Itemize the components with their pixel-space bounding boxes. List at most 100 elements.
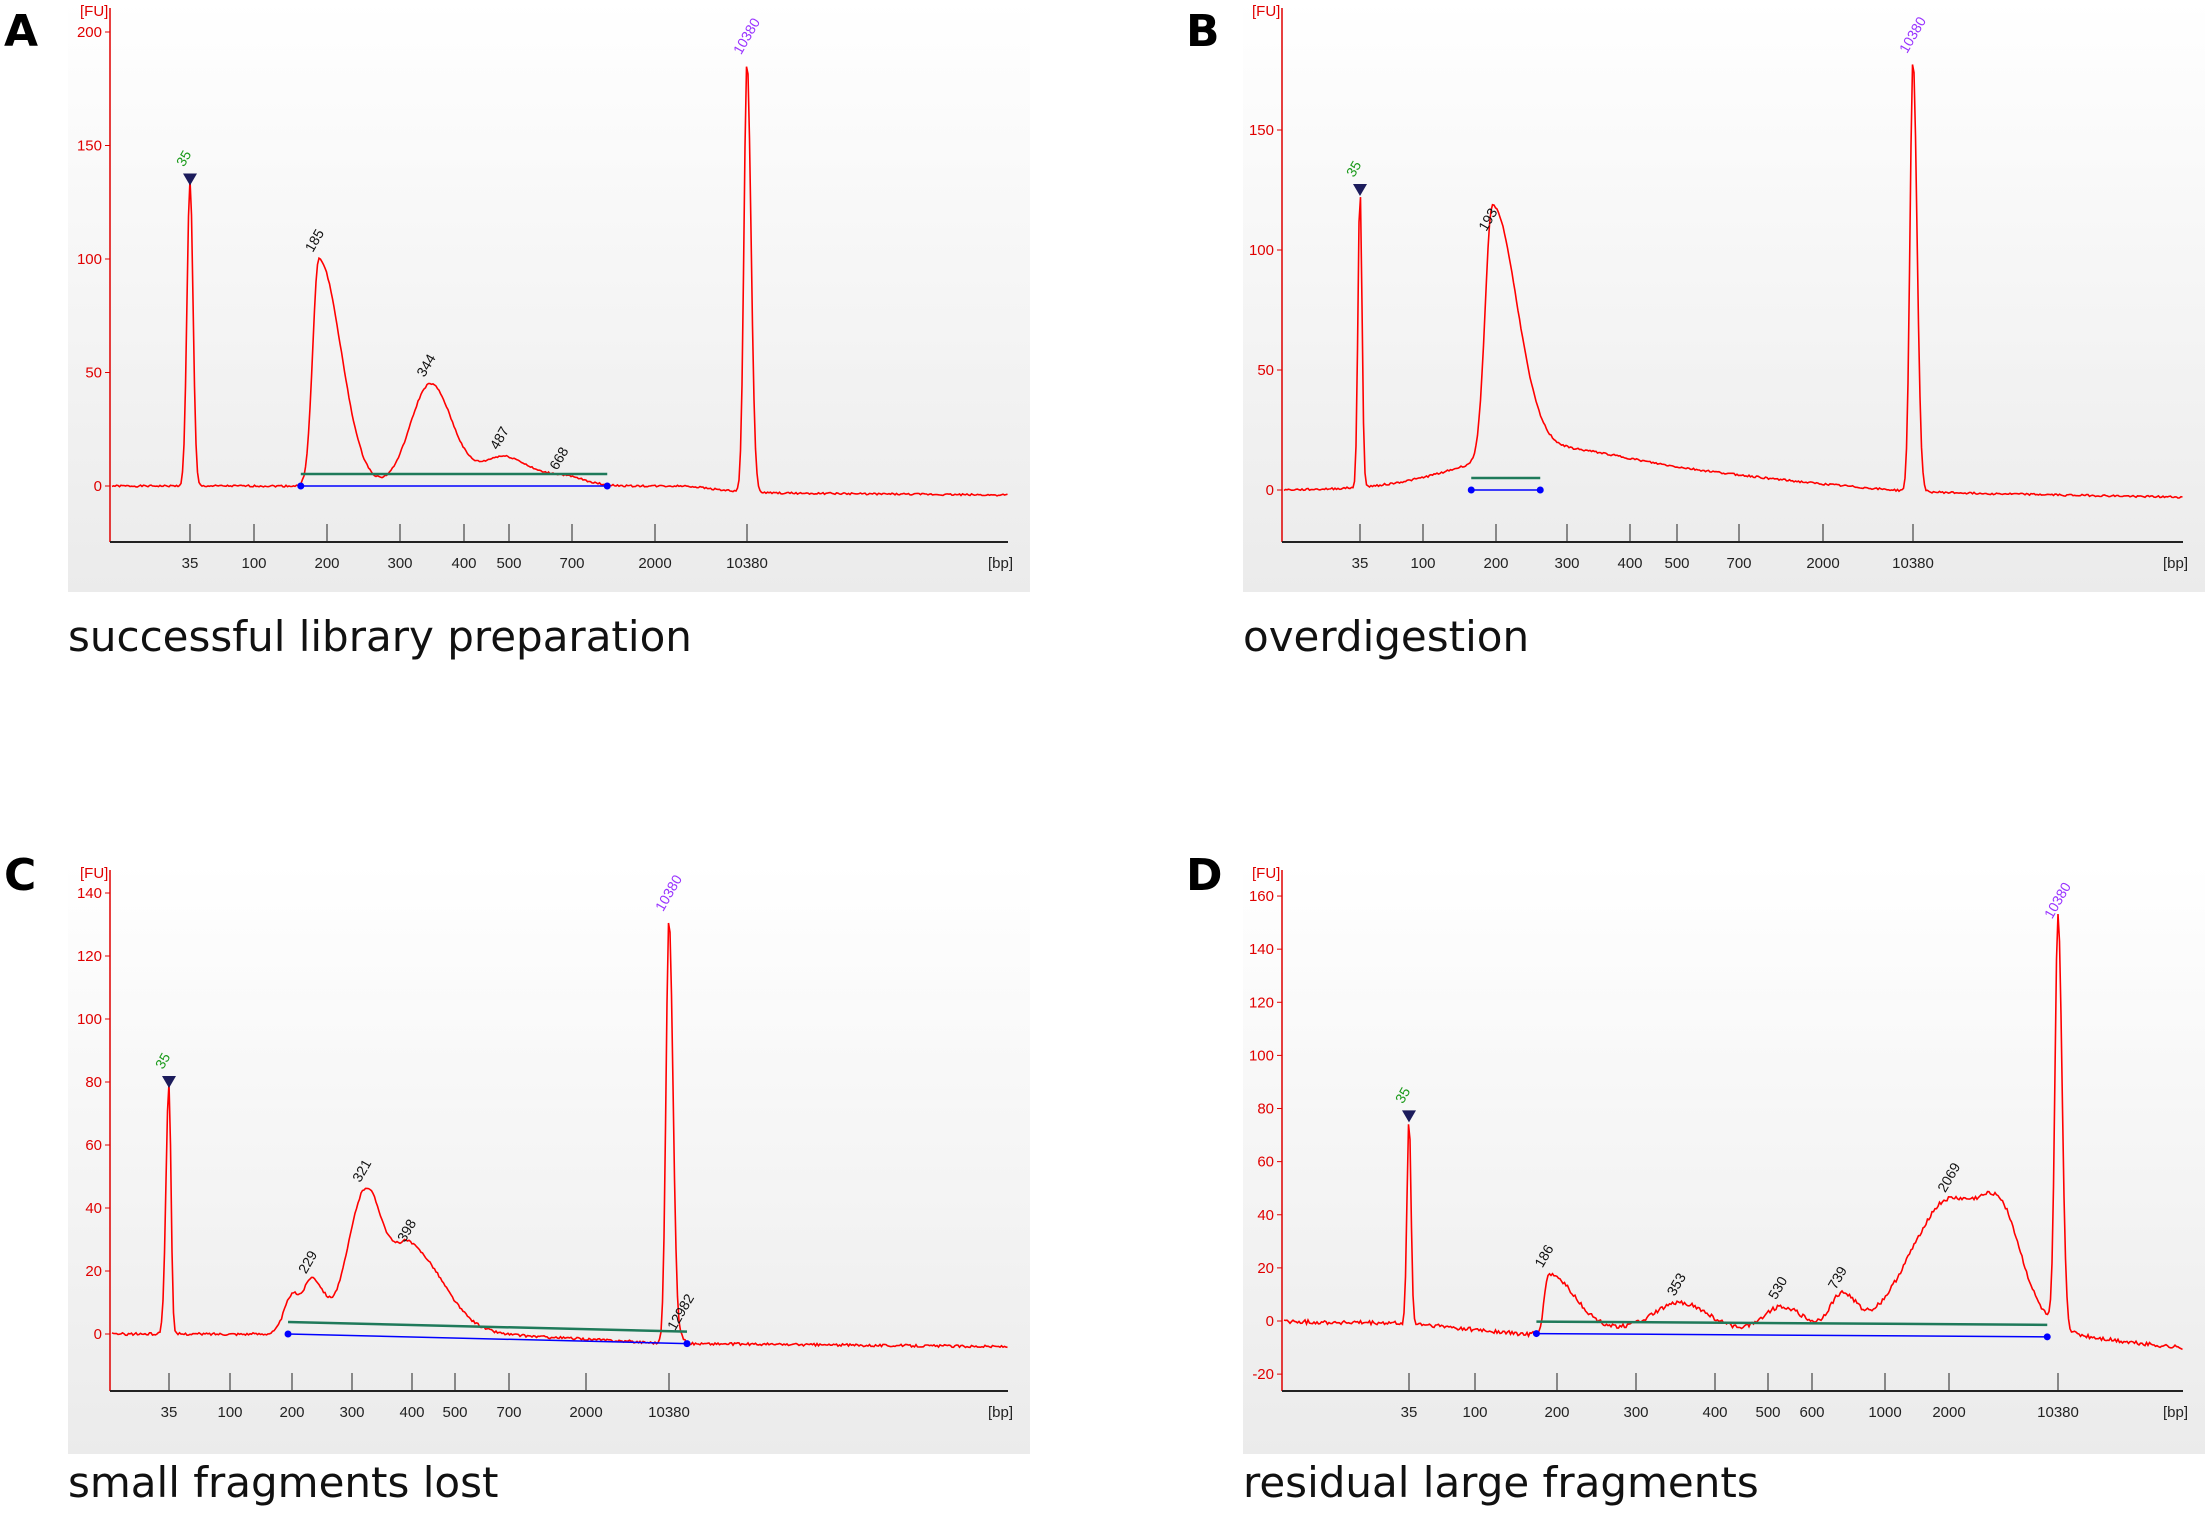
x-tick-label: 500 — [1755, 1404, 1780, 1421]
caption-a: successful library preparation — [68, 612, 692, 661]
peak-label: 398 — [394, 1216, 420, 1244]
x-tick-label: 100 — [241, 555, 266, 572]
y-tick-label: 40 — [1257, 1207, 1274, 1224]
panel-d-electropherogram: [FU] [bp] -20 0 20 40 60 80 100 120 140 160 35 100 200… — [1243, 862, 2205, 1454]
chart-d: [FU] [bp] -20 0 20 40 60 80 100 120 140 160 35 100 200… — [1249, 865, 2188, 1421]
x-tick-label: 700 — [496, 1404, 521, 1421]
x-tick-label: 100 — [1410, 555, 1435, 572]
baseline-point — [1467, 486, 1475, 494]
y-tick-label: 150 — [1249, 122, 1274, 139]
y-axis-unit: [FU] — [1252, 865, 1280, 882]
x-axis-unit: [bp] — [2163, 555, 2188, 572]
x-axis-unit: [bp] — [988, 555, 1013, 572]
x-tick-label: 100 — [217, 1404, 242, 1421]
x-tick-label: 600 — [1799, 1404, 1824, 1421]
x-tick-label: 2000 — [638, 555, 671, 572]
baseline-point — [1536, 486, 1544, 494]
peak-label: 668 — [546, 444, 572, 472]
y-tick-label: 0 — [1266, 482, 1274, 499]
peak-label: 186 — [1531, 1242, 1557, 1270]
y-axis-unit: [FU] — [80, 865, 108, 882]
peak-label: 35 — [1343, 158, 1365, 180]
lower-marker-triangle-icon — [183, 173, 197, 186]
y-tick-label: 100 — [1249, 242, 1274, 259]
peak-label: 35 — [173, 147, 195, 169]
y-tick-label: 100 — [1249, 1047, 1274, 1064]
x-tick-label: 10380 — [2037, 1404, 2079, 1421]
y-tick-label: 0 — [94, 1326, 102, 1343]
y-tick-label: 60 — [85, 1137, 102, 1154]
peak-label: 35 — [152, 1050, 174, 1072]
panel-b-electropherogram: [FU] [bp] 0 50 100 150 35 100 200 300 400 500 700 200… — [1243, 0, 2205, 592]
panel-label-b: B — [1186, 6, 1220, 57]
y-tick-label: 40 — [85, 1200, 102, 1217]
peak-label: 321 — [349, 1156, 375, 1184]
y-tick-label: 200 — [77, 24, 102, 41]
caption-c: small fragments lost — [68, 1458, 499, 1507]
y-tick-label: 100 — [77, 1011, 102, 1028]
peak-label: 10380 — [652, 872, 685, 914]
lower-marker-triangle-icon — [162, 1076, 176, 1088]
chart-a: [FU] [bp] 0 50 100 150 200 35 100 200 300 400 500 700… — [77, 3, 1013, 572]
x-tick-label: 2000 — [569, 1404, 602, 1421]
y-axis-unit: [FU] — [80, 3, 108, 20]
baseline-point — [2043, 1333, 2051, 1341]
y-axis-unit: [FU] — [1252, 3, 1280, 20]
peak-label: 739 — [1825, 1263, 1851, 1291]
panel-label-a: A — [4, 6, 39, 57]
x-tick-label: 300 — [1623, 1404, 1648, 1421]
y-tick-label: 150 — [77, 138, 102, 155]
x-tick-label: 35 — [161, 1404, 178, 1421]
y-tick-label: 50 — [1257, 362, 1274, 379]
panel-a-electropherogram: [FU] [bp] 0 50 100 150 200 35 100 200 300 400 500 700… — [68, 0, 1030, 592]
x-tick-label: 200 — [1544, 1404, 1569, 1421]
y-tick-label: 50 — [85, 365, 102, 382]
y-tick-label: 0 — [1266, 1313, 1274, 1330]
x-tick-label: 35 — [1352, 555, 1369, 572]
baseline-point — [603, 482, 611, 490]
peak-label: 530 — [1765, 1273, 1791, 1301]
x-tick-label: 400 — [1702, 1404, 1727, 1421]
y-tick-label: 20 — [85, 1263, 102, 1280]
baseline-line — [288, 1333, 688, 1345]
peak-label: 12982 — [664, 1291, 697, 1333]
region-line — [1536, 1320, 2048, 1327]
x-tick-label: 500 — [496, 555, 521, 572]
y-tick-label: 20 — [1257, 1260, 1274, 1277]
x-tick-label: 100 — [1462, 1404, 1487, 1421]
y-tick-label: 140 — [77, 885, 102, 902]
baseline-point — [297, 482, 305, 490]
caption-d: residual large fragments — [1243, 1458, 1759, 1507]
x-tick-label: 500 — [442, 1404, 467, 1421]
baseline-point — [1532, 1330, 1540, 1338]
x-tick-label: 300 — [387, 555, 412, 572]
peak-label: 10380 — [1896, 14, 1929, 56]
peak-label: 10380 — [2041, 879, 2074, 921]
y-tick-label: 60 — [1257, 1154, 1274, 1171]
x-tick-label: 35 — [182, 555, 199, 572]
panel-c-electropherogram: [FU] [bp] 0 20 40 60 80 100 120 140 35 100 200 300 400… — [68, 862, 1030, 1454]
y-tick-label: 80 — [1257, 1101, 1274, 1118]
caption-b: overdigestion — [1243, 612, 1530, 661]
x-axis-unit: [bp] — [2163, 1404, 2188, 1421]
chart-b: [FU] [bp] 0 50 100 150 35 100 200 300 400 500 700 200… — [1249, 3, 2188, 572]
peak-label: 229 — [295, 1248, 321, 1276]
x-tick-label: 2000 — [1932, 1404, 1965, 1421]
y-tick-label: -20 — [1252, 1366, 1274, 1383]
x-tick-label: 10380 — [1892, 555, 1934, 572]
y-tick-label: 140 — [1249, 941, 1274, 958]
x-tick-label: 700 — [559, 555, 584, 572]
peak-label: 344 — [413, 351, 439, 379]
trace-line — [111, 922, 1008, 1349]
x-tick-label: 400 — [399, 1404, 424, 1421]
peak-label: 353 — [1663, 1270, 1689, 1298]
x-tick-label: 10380 — [726, 555, 768, 572]
x-axis-unit: [bp] — [988, 1404, 1013, 1421]
y-tick-label: 160 — [1249, 888, 1274, 905]
x-tick-label: 300 — [339, 1404, 364, 1421]
x-tick-label: 200 — [314, 555, 339, 572]
baseline-line — [1536, 1332, 2048, 1338]
trace-line — [1283, 913, 2183, 1351]
x-tick-label: 200 — [1483, 555, 1508, 572]
peak-label: 487 — [486, 424, 512, 452]
